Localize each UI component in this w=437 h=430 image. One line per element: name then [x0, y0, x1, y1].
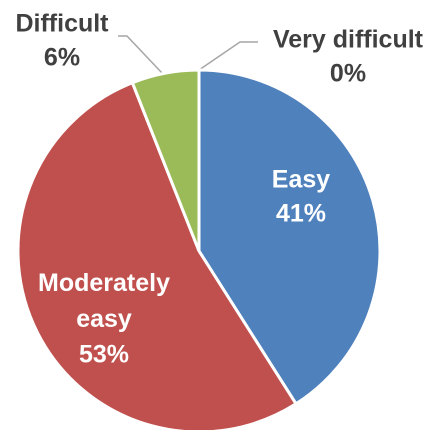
label-line: easy: [76, 305, 132, 333]
leader-line: [198, 41, 258, 71]
category-label: Very difficult: [273, 26, 424, 54]
category-label: Difficult: [15, 10, 109, 38]
value-label: 53%: [79, 341, 129, 369]
value-label: 0%: [330, 60, 366, 88]
value-label: 6%: [44, 44, 80, 72]
category-label: Easy: [272, 166, 330, 194]
value-label: 41%: [276, 200, 326, 228]
label-line: Moderately: [38, 269, 170, 297]
category-label: Moderately easy: [38, 269, 170, 333]
leader-line: [118, 35, 163, 74]
pie-slice: [16, 80, 299, 430]
